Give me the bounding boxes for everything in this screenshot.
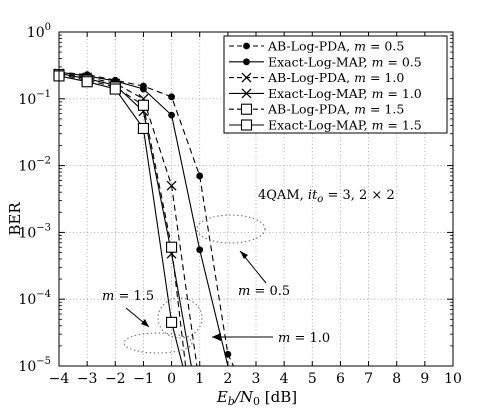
- data-point-marker: [243, 42, 250, 50]
- data-point-marker: [140, 85, 147, 93]
- data-point-marker: [196, 172, 204, 180]
- x-axis-label: Eb/N0 [dB]: [216, 388, 297, 408]
- data-point-marker: [166, 180, 177, 191]
- legend-entry: AB-Log-PDA, m = 0.5: [229, 39, 404, 54]
- data-point-marker: [243, 58, 250, 66]
- m15-annotation: m = 1.5: [102, 289, 154, 304]
- y-tick-label: 10−2: [18, 156, 51, 175]
- data-point-marker: [168, 93, 175, 101]
- m10-annotation: m = 1.0: [278, 331, 330, 346]
- y-axis-label: BER: [6, 202, 24, 236]
- y-tick-label: 10−3: [18, 222, 51, 241]
- y-tick-label: 100: [27, 22, 51, 41]
- data-point-marker: [240, 119, 253, 131]
- axis-ticks: −4 −3 −2 −1 0 1 2 3 4 5 6 7 8 9 10 10−5 10−4 10−3 10−2 10−1…: [18, 22, 461, 387]
- data-point-marker: [196, 246, 204, 254]
- legend-label: AB-Log-PDA, m = 1.0: [267, 70, 404, 85]
- x-tick-label: 1: [195, 371, 204, 387]
- legend-label: AB-Log-PDA, m = 1.5: [267, 102, 404, 117]
- x-tick-label: 3: [252, 371, 261, 387]
- y-tick-label: 10−4: [18, 289, 51, 308]
- data-point-marker: [224, 350, 232, 358]
- data-point-marker: [241, 88, 252, 99]
- x-tick-label: 10: [444, 371, 462, 387]
- config-annotation: 4QAM, ito = 3, 2 × 2: [258, 188, 395, 205]
- plot-frame: [58, 31, 454, 367]
- legend-box: [223, 35, 448, 134]
- data-point-marker: [240, 103, 253, 115]
- series-group: [53, 68, 234, 367]
- legend-label: Exact-Log-MAP, m = 0.5: [268, 54, 422, 69]
- x-tick-label: −3: [77, 371, 98, 387]
- legend-label: Exact-Log-MAP, m = 1.5: [268, 118, 422, 133]
- legend-entry: AB-Log-PDA, m = 1.0: [229, 70, 404, 85]
- arrow-m10-head: [212, 333, 221, 341]
- data-point-marker: [168, 111, 175, 119]
- ellipse-m05: [196, 214, 266, 244]
- x-tick-label: 0: [167, 371, 176, 387]
- x-tick-label: 5: [308, 371, 317, 387]
- ellipse-m10: [157, 297, 203, 339]
- x-tick-label: 6: [336, 371, 345, 387]
- ellipse-m15: [123, 332, 193, 354]
- x-tick-label: 2: [223, 371, 232, 387]
- x-tick-label: 8: [392, 371, 401, 387]
- x-tick-label: 4: [280, 371, 289, 387]
- legend-label: AB-Log-PDA, m = 0.5: [267, 39, 404, 54]
- data-point-marker: [166, 241, 178, 253]
- data-point-marker: [241, 72, 252, 83]
- y-tick-label: 10−1: [18, 89, 51, 108]
- arrow-m15-head: [141, 319, 149, 327]
- x-tick-label: −2: [105, 371, 126, 387]
- data-point-marker: [166, 316, 178, 328]
- legend-entry: AB-Log-PDA, m = 1.5: [229, 102, 404, 117]
- x-tick-label: 9: [420, 371, 429, 387]
- data-point-marker: [81, 76, 93, 88]
- x-tick-label: −1: [133, 371, 154, 387]
- data-point-marker: [109, 83, 121, 95]
- annotation-group: [123, 214, 273, 354]
- legend-entry: Exact-Log-MAP, m = 1.0: [229, 86, 422, 101]
- legend-entry: Exact-Log-MAP, m = 1.5: [229, 118, 422, 133]
- legend-label: Exact-Log-MAP, m = 1.0: [268, 86, 422, 101]
- arrow-m05-head: [240, 251, 248, 259]
- x-tick-label: −4: [49, 371, 70, 387]
- x-tick-label: 7: [364, 371, 373, 387]
- data-point-marker: [137, 99, 149, 111]
- y-tick-label: 10−5: [18, 356, 51, 375]
- data-point-marker: [137, 122, 149, 134]
- m05-annotation: m = 0.5: [238, 284, 290, 299]
- legend-entry: Exact-Log-MAP, m = 0.5: [229, 54, 422, 69]
